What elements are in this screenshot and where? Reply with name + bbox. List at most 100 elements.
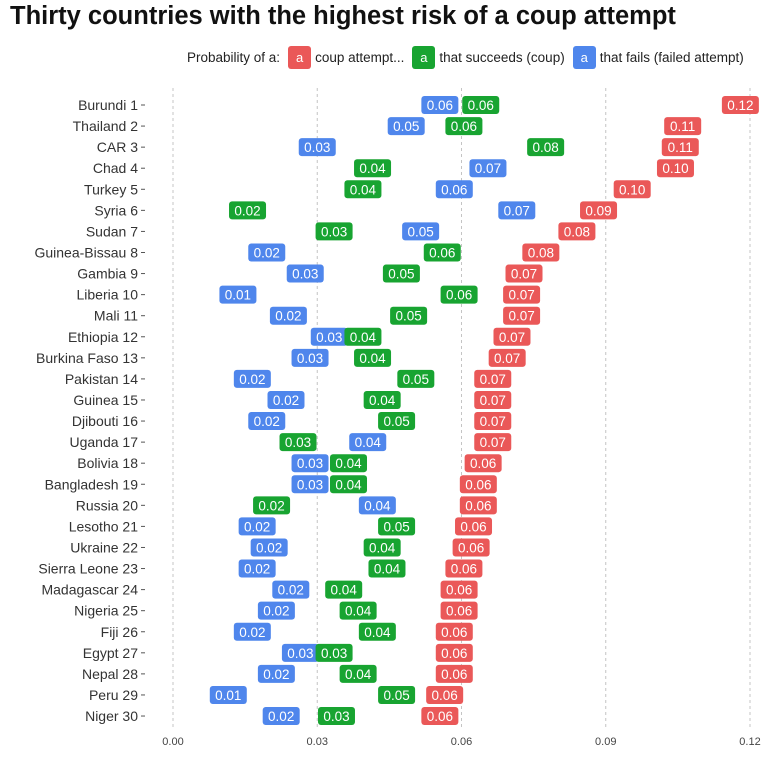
badge-background [459,475,497,494]
badge-background [474,369,512,388]
succeeds-value-badge: 0.03 [279,433,317,452]
badge-value: 0.08 [533,140,559,155]
badge-background [503,306,541,325]
badge-value: 0.04 [359,351,386,366]
badge-background [445,559,483,578]
country-label: Burundi 1 [78,97,138,113]
badge-background [488,348,526,367]
badge-value: 0.06 [441,625,467,640]
attempt-value-badge: 0.07 [503,306,541,325]
badge-background [656,159,694,178]
succeeds-value-badge: 0.04 [325,580,363,599]
badge-background [368,559,406,578]
country-label: Russia 20 [76,497,138,513]
badge-value: 0.01 [215,688,241,703]
badge-value: 0.07 [499,330,525,345]
badge-background [291,454,329,473]
badge-background [378,517,416,536]
badge-background [390,306,428,325]
country-label: Guinea-Bissau 8 [34,244,138,260]
badge-background [315,222,353,241]
badge-background [363,390,401,409]
badge-background [291,348,329,367]
badge-value: 0.07 [480,393,506,408]
badge-value: 0.07 [504,203,530,218]
badge-value: 0.03 [321,224,347,239]
badge-background [354,348,392,367]
attempt-value-badge: 0.09 [580,201,618,220]
badge-value: 0.02 [244,562,270,577]
badge-background [503,285,541,304]
succeeds-value-badge: 0.06 [462,96,500,114]
country-label: Burkina Faso 13 [36,350,138,366]
badge-background [382,264,420,283]
badge-value: 0.07 [480,435,506,450]
badge-background [493,327,531,346]
badge-background [474,433,512,452]
attempt-value-badge: 0.06 [440,601,478,620]
legend-key-succeeds: a [412,45,436,69]
country-label: Mali 11 [94,308,138,324]
badge-value: 0.10 [662,161,688,176]
succeeds-value-badge: 0.05 [397,369,435,388]
badge-background [354,159,392,178]
badge-value: 0.07 [511,267,537,282]
attempt-value-badge: 0.06 [426,685,464,704]
badge-background [262,707,300,726]
fails-value-badge: 0.03 [286,264,324,283]
badge-background [455,517,493,536]
badge-value: 0.04 [374,562,401,577]
badge-value: 0.11 [670,119,695,134]
succeeds-value-badge: 0.04 [330,454,368,473]
badge-value: 0.02 [244,519,270,534]
country-label: Pakistan 14 [65,371,138,387]
badge-value: 0.03 [323,709,349,724]
attempt-value-badge: 0.06 [452,538,490,557]
badge-background [267,390,305,409]
badge-background [397,369,435,388]
badge-value: 0.05 [393,119,419,134]
country-label: Djibouti 16 [72,413,138,429]
badge-value: 0.08 [528,245,554,260]
succeeds-value-badge: 0.03 [315,222,353,241]
badge-value: 0.02 [258,498,284,513]
badge-background [317,707,355,726]
badge-value: 0.06 [468,98,494,113]
badge-background [402,222,440,241]
attempt-value-badge: 0.11 [664,117,702,136]
badge-background [498,201,536,220]
fails-value-badge: 0.01 [209,685,247,704]
badge-background [253,496,291,515]
badge-background [387,117,425,136]
badge-background [229,201,267,220]
badge-value: 0.04 [335,456,362,471]
attempt-value-badge: 0.06 [459,475,497,494]
badge-value: 0.07 [494,351,520,366]
succeeds-value-badge: 0.06 [423,243,461,262]
country-label: Nigeria 25 [74,603,138,619]
succeeds-value-badge: 0.04 [368,559,406,578]
badge-background [358,496,396,515]
succeeds-value-badge: 0.04 [358,622,396,641]
badge-background [248,412,286,431]
fails-value-badge: 0.02 [233,369,271,388]
succeeds-value-badge: 0.03 [317,707,355,726]
attempt-value-badge: 0.10 [613,180,651,199]
badge-value: 0.10 [619,182,645,197]
badge-value: 0.05 [383,519,409,534]
badge-background [250,538,288,557]
badge-value: 0.06 [465,498,491,513]
country-label: Guinea 15 [73,392,138,408]
succeeds-value-badge: 0.04 [344,180,382,199]
badge-background [421,96,459,114]
badge-value: 0.06 [441,182,467,197]
fails-value-badge: 0.03 [291,454,329,473]
fails-value-badge: 0.04 [358,496,396,515]
badge-value: 0.05 [395,309,421,324]
badge-value: 0.05 [388,267,414,282]
succeeds-value-badge: 0.02 [229,201,267,220]
badge-value: 0.06 [446,583,472,598]
badge-background [474,412,512,431]
badge-background [435,664,473,683]
badge-value: 0.05 [383,688,409,703]
